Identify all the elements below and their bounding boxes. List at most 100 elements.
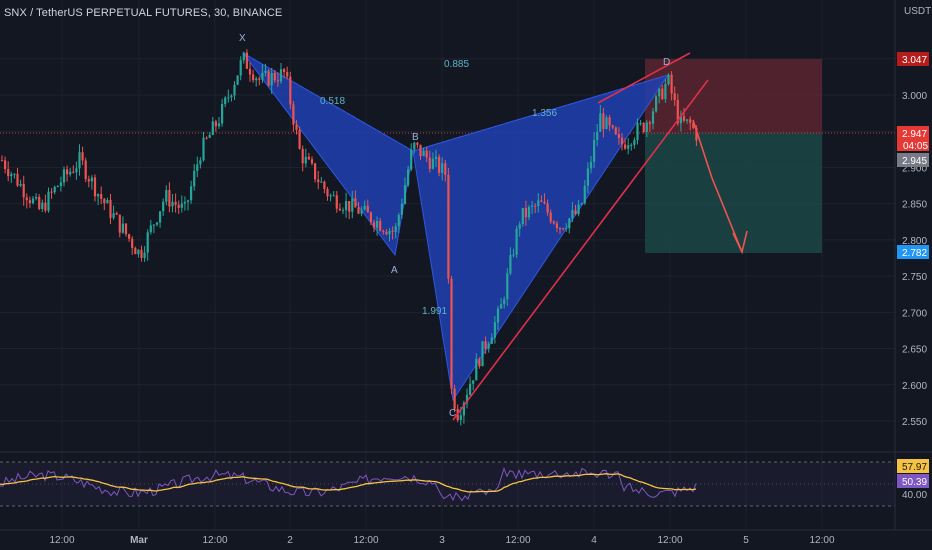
- candle-body: [81, 152, 84, 161]
- candle-body: [580, 203, 583, 205]
- candle-body: [22, 183, 25, 198]
- candle-body: [469, 383, 472, 395]
- time-tick-label: 12:00: [49, 535, 74, 546]
- rsi-line: [0, 466, 697, 502]
- candle-body: [397, 214, 400, 227]
- rsi-value-tag: [897, 459, 929, 473]
- candle-body: [428, 157, 431, 169]
- candle-body: [84, 160, 87, 180]
- candle-body: [447, 174, 450, 279]
- candle-body: [515, 228, 518, 255]
- rsi-ma-value-tag: [897, 474, 929, 488]
- time-tick-label: 4: [591, 535, 597, 546]
- candle-body: [69, 171, 72, 175]
- price-tick-label: 2.900: [902, 163, 927, 174]
- candle-body: [128, 234, 131, 239]
- time-axis[interactable]: 12:00 Mar 12:00 2 12:00 3 12:00 4 12:00 5 12:00: [0, 529, 932, 546]
- candle-body: [521, 207, 524, 225]
- candle-body: [599, 113, 602, 132]
- stop-price-value: 3.047: [902, 55, 927, 66]
- candle-body: [503, 299, 506, 305]
- candle-body: [500, 304, 503, 309]
- projection-arrow[interactable]: [692, 119, 748, 255]
- candle-body: [242, 52, 245, 61]
- candle-body: [648, 122, 651, 124]
- candle-body: [245, 52, 248, 69]
- candle-body: [19, 183, 22, 186]
- candle-body: [329, 195, 332, 197]
- candle-body: [453, 388, 456, 409]
- candle-body: [509, 254, 512, 274]
- rsi-ma-line: [0, 473, 697, 493]
- candle-body: [385, 231, 388, 235]
- candle-body: [298, 129, 301, 149]
- candle-body: [506, 273, 509, 300]
- candle-body: [487, 343, 490, 349]
- candle-body: [202, 137, 205, 161]
- current-price-tag: [897, 126, 929, 151]
- candle-body: [611, 125, 614, 128]
- candle-body: [304, 156, 307, 164]
- candle-body: [667, 74, 670, 84]
- candle-body: [0, 160, 4, 162]
- candle-body: [205, 137, 208, 139]
- candle-body: [270, 73, 273, 86]
- candle-body: [686, 119, 689, 121]
- price-tick-label: 2.700: [902, 308, 927, 319]
- current-price-value: 2.947: [902, 129, 927, 140]
- position-tool[interactable]: [645, 59, 822, 253]
- candle-body: [211, 121, 214, 135]
- time-tick-label: 12:00: [809, 535, 834, 546]
- candle-body: [258, 78, 261, 80]
- candle-body: [403, 185, 407, 204]
- candle-body: [366, 205, 369, 213]
- harmonic-pattern[interactable]: [242, 52, 670, 402]
- candle-body: [28, 200, 31, 204]
- candle-body: [583, 185, 586, 204]
- candle-body: [462, 402, 465, 416]
- candle-body: [586, 168, 589, 186]
- candle-body: [419, 144, 422, 157]
- candle-body: [459, 415, 462, 421]
- rsi-tick-40: 40.00: [902, 490, 927, 501]
- candle-body: [422, 150, 425, 157]
- candle-body: [38, 196, 41, 209]
- candle-body: [7, 168, 10, 177]
- support-trendline[interactable]: [452, 79, 709, 421]
- candle-body: [273, 73, 276, 81]
- candle-body: [50, 191, 53, 193]
- candle-body: [100, 194, 103, 199]
- candle-body: [326, 188, 329, 197]
- candle-body: [255, 78, 258, 81]
- candle-body: [103, 198, 106, 204]
- candle-body: [56, 186, 59, 188]
- resistance-trendline[interactable]: [597, 52, 691, 104]
- candle-body: [137, 249, 140, 255]
- candle-body: [633, 140, 636, 145]
- candle-body: [286, 71, 289, 77]
- candle-body: [10, 174, 13, 177]
- last-price-tag: [897, 153, 929, 167]
- candle-body: [171, 201, 174, 207]
- candle-body: [382, 230, 385, 232]
- candle-body: [320, 181, 323, 183]
- candle-body: [276, 80, 279, 82]
- candle-body: [186, 200, 190, 202]
- candle-body: [413, 142, 416, 150]
- rsi-pane[interactable]: 40.00: [0, 451, 932, 507]
- candle-body: [177, 204, 180, 208]
- candle-body: [345, 201, 348, 211]
- candle-body: [174, 201, 177, 205]
- candle-body: [283, 69, 286, 72]
- chart-title: SNX / TetherUS PERPETUAL FUTURES, 30, BI…: [4, 7, 283, 19]
- candle-body: [441, 163, 444, 173]
- candle-body: [527, 206, 531, 218]
- grid-lines: [0, 0, 895, 530]
- candle-body: [589, 161, 593, 169]
- candle-body: [645, 122, 648, 132]
- candle-body: [78, 152, 81, 169]
- candle-body: [162, 201, 165, 212]
- candle-body: [524, 207, 527, 218]
- ratio-bd-label: 1.356: [532, 108, 557, 119]
